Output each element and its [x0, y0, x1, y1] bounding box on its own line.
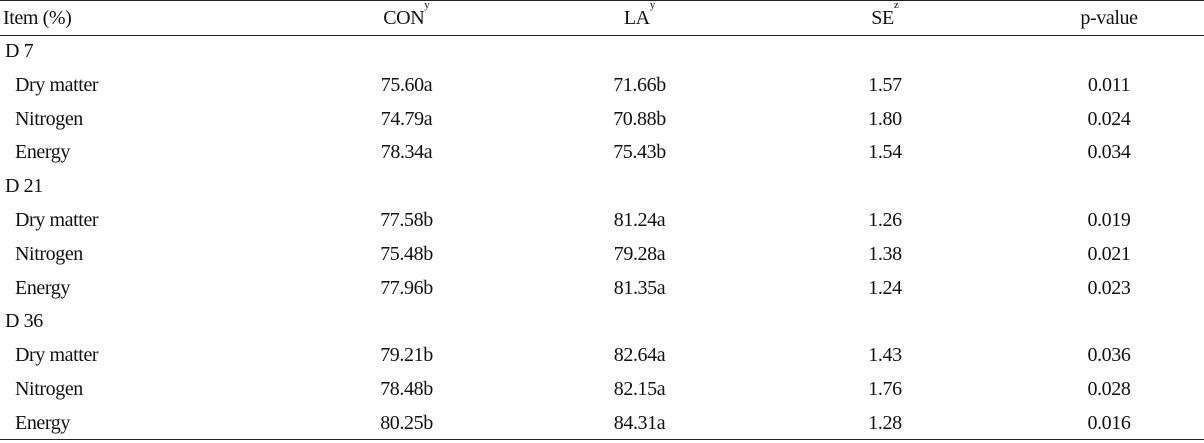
- cell-pvalue: 0.036: [1087, 344, 1131, 367]
- header-con-label: CON: [383, 7, 425, 29]
- header-se-label: SE: [871, 7, 894, 29]
- header-pvalue: p-value: [984, 3, 1204, 35]
- cell-se: 1.24: [868, 276, 902, 299]
- cell-item: Nitrogen: [15, 377, 83, 400]
- cell-con: 77.96b: [380, 276, 433, 299]
- cell-pvalue: 0.011: [1087, 73, 1131, 96]
- group-row: D 21: [0, 170, 1204, 204]
- cell-pvalue: 0.023: [1087, 276, 1131, 299]
- table-row: Dry matter 79.21b 82.64a 1.43 0.036: [0, 339, 1204, 373]
- group-row: D 36: [0, 305, 1204, 339]
- cell-se: 1.54: [868, 141, 902, 164]
- table-row: Dry matter 75.60a 71.66b 1.57 0.011: [0, 69, 1204, 103]
- cell-se: 1.57: [868, 73, 902, 96]
- header-item-label: Item (%): [3, 7, 72, 29]
- header-la-label: LA: [623, 7, 650, 29]
- table-row: Energy 78.34a 75.43b 1.54 0.034: [0, 136, 1204, 170]
- header-la: LAy: [543, 0, 776, 35]
- table-row: Energy 80.25b 84.31a 1.28 0.016: [0, 407, 1204, 441]
- group-label: D 7: [5, 40, 34, 62]
- cell-item: Dry matter: [15, 208, 99, 231]
- cell-la: 82.64a: [613, 344, 666, 367]
- cell-la: 70.88b: [613, 107, 666, 130]
- cell-la: 84.31a: [613, 411, 666, 434]
- cell-pvalue: 0.021: [1087, 242, 1131, 265]
- header-con-footnote: y: [424, 0, 430, 11]
- cell-item: Energy: [15, 276, 70, 299]
- cell-se: 1.28: [868, 411, 902, 434]
- header-la-footnote: y: [649, 0, 656, 11]
- header-con: CONy: [310, 0, 543, 35]
- table-row: Dry matter 77.58b 81.24a 1.26 0.019: [0, 204, 1204, 238]
- table-row: Nitrogen 74.79a 70.88b 1.80 0.024: [0, 103, 1204, 137]
- cell-item: Dry matter: [15, 344, 99, 367]
- table-row: Energy 77.96b 81.35a 1.24 0.023: [0, 272, 1204, 306]
- cell-pvalue: 0.019: [1087, 208, 1131, 231]
- cell-se: 1.80: [868, 107, 902, 130]
- table-header: Item (%) CONy LAy SEz p-value: [0, 0, 1204, 35]
- cell-se: 1.43: [868, 344, 902, 367]
- cell-con: 79.21b: [380, 344, 433, 367]
- cell-se: 1.38: [868, 242, 902, 265]
- group-label: D 36: [5, 310, 43, 333]
- cell-pvalue: 0.016: [1087, 411, 1131, 434]
- table-header-rule: [0, 35, 1204, 36]
- cell-con: 74.79a: [380, 107, 433, 130]
- header-row: Item (%) CONy LAy SEz p-value: [0, 0, 1204, 35]
- cell-item: Energy: [15, 141, 70, 164]
- cell-se: 1.76: [868, 377, 902, 400]
- cell-la: 82.15a: [613, 377, 666, 400]
- cell-la: 79.28a: [613, 242, 666, 265]
- cell-con: 80.25b: [380, 411, 433, 434]
- cell-la: 75.43b: [613, 141, 666, 164]
- cell-la: 81.35a: [613, 276, 666, 299]
- table-body: D 7 Dry matter 75.60a 71.66b 1.57 0.011 Nitrog…: [0, 35, 1204, 441]
- group-label: D 21: [5, 175, 43, 198]
- cell-con: 78.48b: [380, 377, 433, 400]
- table-row: Nitrogen 78.48b 82.15a 1.76 0.028: [0, 373, 1204, 407]
- table-top-rule: [0, 0, 1204, 1]
- cell-item: Energy: [15, 411, 70, 434]
- cell-la: 71.66b: [613, 73, 666, 96]
- header-item: Item (%): [0, 3, 310, 35]
- cell-la: 81.24a: [613, 208, 666, 231]
- cell-con: 75.60a: [380, 73, 433, 96]
- cell-item: Nitrogen: [15, 107, 83, 130]
- table-row: Nitrogen 75.48b 79.28a 1.38 0.021: [0, 238, 1204, 272]
- cell-con: 77.58b: [380, 208, 433, 231]
- cell-se: 1.26: [868, 208, 902, 231]
- header-se: SEz: [776, 0, 984, 35]
- table-bottom-rule: [0, 439, 1204, 440]
- cell-pvalue: 0.024: [1087, 107, 1131, 130]
- cell-con: 75.48b: [380, 242, 433, 265]
- cell-item: Nitrogen: [15, 242, 83, 265]
- header-se-footnote: z: [893, 0, 899, 11]
- cell-con: 78.34a: [380, 141, 433, 164]
- cell-item: Dry matter: [15, 73, 99, 96]
- cell-pvalue: 0.028: [1087, 377, 1131, 400]
- header-pvalue-label: p-value: [1080, 7, 1138, 29]
- group-row: D 7: [0, 35, 1204, 69]
- cell-pvalue: 0.034: [1087, 141, 1131, 164]
